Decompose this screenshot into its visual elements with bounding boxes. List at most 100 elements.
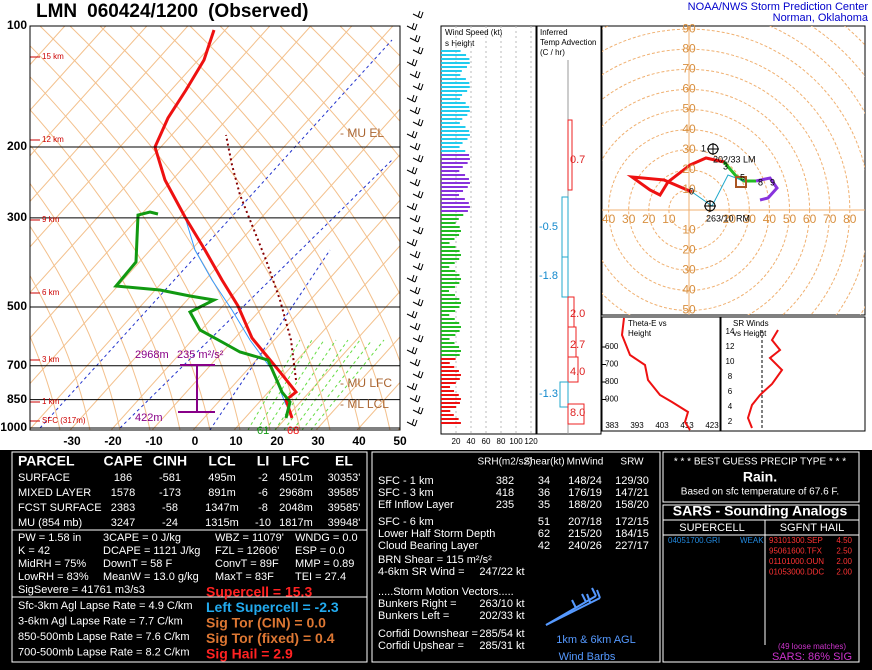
hodo-tick-label: 90	[682, 21, 696, 35]
wind-speed-bar	[441, 78, 466, 80]
wind-speed-bar	[441, 94, 463, 96]
kinematic-cell: 148/24	[568, 475, 602, 487]
wind-speed-bar	[441, 194, 460, 196]
parcel-header: LFC	[282, 453, 309, 469]
hodo-tick-label: 20	[682, 242, 696, 256]
wind-speed-bar	[441, 62, 470, 64]
sfc-dewpoint: 61	[257, 425, 269, 437]
wind-speed-bar	[441, 410, 451, 412]
mu-el-label: - MU EL	[340, 126, 384, 140]
thermo-cell: DownT = 58 F	[103, 558, 172, 570]
parcel-header: PARCEL	[18, 453, 75, 469]
parcel-cell: 1817m	[279, 517, 313, 529]
wind-barb	[406, 346, 418, 355]
height-label: 12 km	[42, 135, 64, 144]
srh-label: 235 m²/s²	[177, 349, 224, 361]
parcel-cell: 2048m	[279, 502, 313, 514]
wind-barb	[409, 322, 421, 331]
wind-barb	[412, 10, 424, 19]
wind-speed-bar	[441, 374, 461, 376]
advection-value: 0.7	[570, 154, 585, 166]
parcel-cell: SURFACE	[18, 472, 70, 484]
kinematic-cell: 227/17	[615, 540, 649, 552]
hodo-trace-high	[755, 176, 779, 202]
advection-value: 2.7	[570, 339, 585, 351]
storm-motion-label: Bunkers Left =	[378, 610, 449, 622]
sig-severe: SigSevere = 41761 m3/s3	[18, 584, 145, 596]
hodo-tick-label: 20	[642, 212, 656, 226]
parcel-cell: 3247	[111, 517, 135, 529]
dry-adiabat	[339, 26, 400, 89]
skewt-frame	[29, 25, 401, 431]
lapse-rate: 850-500mb Lapse Rate = 7.6 C/km	[18, 631, 190, 643]
wind-barb	[409, 178, 421, 187]
advection-value: -1.3	[539, 388, 558, 400]
legend-barb	[545, 587, 597, 626]
storm-motion-value: 263/10 kt	[479, 598, 524, 610]
parcel-cell: MIXED LAYER	[18, 487, 91, 499]
storm-motion-label: Corfidi Downshear =	[378, 628, 478, 640]
wind-tick-label: 80	[497, 437, 506, 446]
sars-supercell-category: WEAK	[740, 536, 764, 545]
wind-speed-bar	[441, 134, 470, 136]
wind-barb	[406, 166, 418, 175]
isotherm	[30, 26, 148, 157]
thetae-y-label: 900	[605, 395, 619, 404]
kinematic-cell: Cloud Bearing Layer	[378, 540, 479, 552]
wind-speed-bar	[441, 294, 455, 296]
parcel-cell: -2	[258, 472, 268, 484]
wind-speed-bar	[441, 322, 460, 324]
wind-speed-bar	[441, 110, 470, 112]
wind-barb	[409, 250, 421, 259]
temperature-trace	[153, 29, 299, 419]
wind-speed-bar	[441, 206, 470, 208]
thetae-x-label: 403	[655, 421, 669, 430]
kinematic-cell: 188/20	[568, 499, 602, 511]
kinematic-header: SRH(m2/s2)	[477, 457, 532, 468]
parcel-header: CAPE	[104, 453, 143, 469]
hodo-point-label: 1	[701, 143, 706, 153]
kinematic-cell: 176/19	[568, 487, 602, 499]
pressure-tick-label: 100	[7, 18, 27, 32]
pressure-tick-label: 1000	[0, 420, 27, 434]
agency: NOAA/NWS Storm Prediction Center	[688, 1, 869, 13]
moist-adiabat	[274, 339, 337, 430]
thermo-cell: ESP = 0.0	[295, 545, 345, 557]
wind-speed-bar	[441, 258, 460, 260]
thermo-cell: MaxT = 83F	[215, 571, 274, 583]
title-line: vs Height	[733, 329, 767, 338]
wind-speed-bar	[441, 178, 469, 180]
parcel-cell: 4501m	[279, 472, 313, 484]
precip-panel	[662, 451, 860, 503]
lfc-height-label: 2968m	[135, 349, 169, 361]
title-line: Temp Advection	[540, 38, 596, 47]
wind-barb	[409, 394, 421, 403]
wind-barb	[409, 142, 421, 151]
parcel-header: EL	[335, 453, 353, 469]
kinematic-cell: Eff Inflow Layer	[378, 499, 454, 511]
wind-barb	[412, 46, 424, 55]
thermo-cell: LowRH = 83%	[18, 571, 89, 583]
wind-speed-bar	[441, 414, 454, 416]
hodo-tick-label: 60	[803, 212, 817, 226]
wind-speed-bar	[441, 138, 468, 140]
thermo-cell: MidRH = 75%	[18, 558, 86, 570]
dry-adiabat	[30, 274, 91, 430]
title-line: Wind Speed (kt)	[445, 28, 505, 37]
precip-basis: Based on sfc temperature of 67.6 F.	[681, 487, 839, 498]
isotherm	[151, 153, 400, 430]
isotherm	[110, 108, 400, 430]
thermo-cell: 3CAPE = 0 J/kg	[103, 532, 181, 544]
wind-barb	[412, 262, 424, 271]
kinematic-cell: 382	[496, 475, 514, 487]
title-line: Theta-E vs	[628, 319, 667, 328]
wind-speed-bar	[441, 366, 455, 368]
wind-speed-bar	[441, 302, 461, 304]
isotherm	[315, 336, 400, 430]
dry-adiabat	[99, 26, 361, 430]
wind-speed-bar	[441, 102, 466, 104]
height-label: 3 km	[42, 355, 60, 364]
dry-adiabat	[30, 335, 61, 430]
parcel-cell: -581	[159, 472, 181, 484]
